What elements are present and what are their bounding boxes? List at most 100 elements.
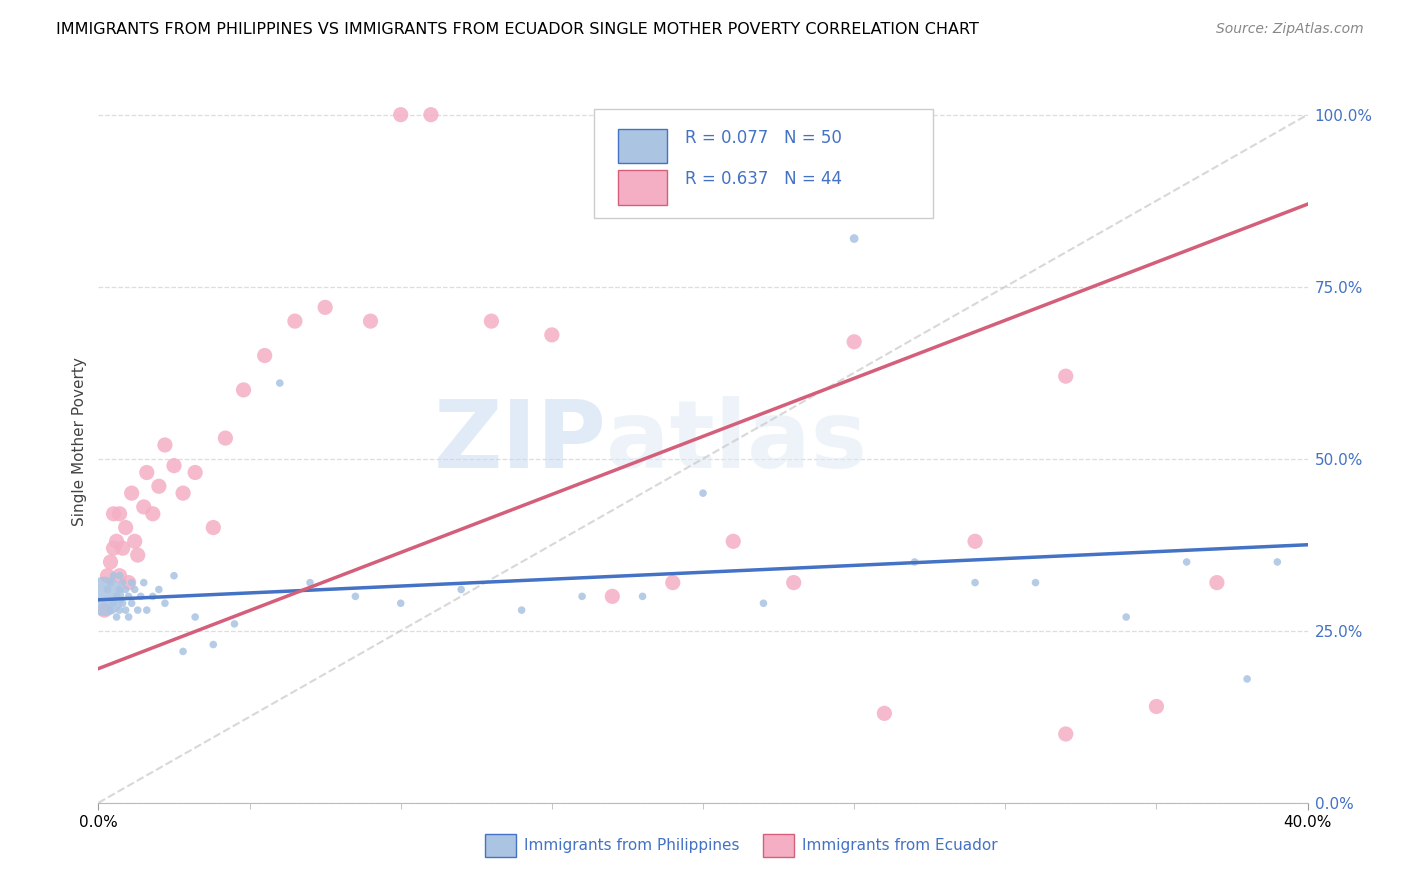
Point bbox=[253, 349, 276, 363]
Point bbox=[904, 555, 927, 569]
Point bbox=[184, 466, 207, 480]
Point bbox=[118, 610, 141, 624]
Point bbox=[108, 568, 131, 582]
Point bbox=[153, 596, 176, 610]
Point bbox=[132, 500, 155, 514]
Point bbox=[389, 596, 412, 610]
Point bbox=[481, 314, 503, 328]
Point bbox=[172, 644, 194, 658]
Point bbox=[873, 706, 896, 721]
Point bbox=[232, 383, 254, 397]
Point bbox=[111, 596, 134, 610]
Point bbox=[540, 327, 562, 342]
Point bbox=[100, 575, 122, 590]
FancyBboxPatch shape bbox=[595, 109, 932, 218]
Point bbox=[127, 548, 149, 562]
Text: Immigrants from Philippines: Immigrants from Philippines bbox=[524, 838, 740, 853]
Point bbox=[103, 596, 125, 610]
Point bbox=[420, 108, 443, 122]
Point bbox=[108, 568, 131, 582]
Point bbox=[121, 575, 143, 590]
Point bbox=[132, 575, 155, 590]
Point bbox=[224, 616, 246, 631]
Point bbox=[1054, 369, 1077, 384]
Point bbox=[389, 108, 412, 122]
Point bbox=[114, 603, 136, 617]
Point bbox=[124, 582, 146, 597]
Point bbox=[510, 603, 533, 617]
Point bbox=[100, 555, 122, 569]
Point bbox=[111, 541, 134, 556]
Point bbox=[1236, 672, 1258, 686]
Point bbox=[127, 603, 149, 617]
Point bbox=[103, 568, 125, 582]
Point bbox=[1115, 610, 1137, 624]
Text: Immigrants from Ecuador: Immigrants from Ecuador bbox=[803, 838, 998, 853]
Point bbox=[965, 534, 987, 549]
Point bbox=[844, 231, 866, 245]
Text: R = 0.637   N = 44: R = 0.637 N = 44 bbox=[685, 169, 842, 188]
Point bbox=[114, 520, 136, 534]
Text: atlas: atlas bbox=[606, 395, 868, 488]
Point bbox=[1267, 555, 1289, 569]
Point bbox=[100, 603, 122, 617]
Point bbox=[142, 507, 165, 521]
Point bbox=[129, 590, 152, 604]
Point bbox=[148, 479, 170, 493]
Point bbox=[121, 596, 143, 610]
Point bbox=[692, 486, 714, 500]
Point bbox=[93, 603, 115, 617]
Point bbox=[135, 603, 157, 617]
Point bbox=[93, 590, 115, 604]
Point bbox=[783, 575, 806, 590]
Point bbox=[118, 575, 141, 590]
FancyBboxPatch shape bbox=[485, 834, 516, 857]
Point bbox=[105, 590, 128, 604]
Point bbox=[121, 486, 143, 500]
Point bbox=[96, 582, 118, 597]
Point bbox=[214, 431, 236, 445]
Text: Source: ZipAtlas.com: Source: ZipAtlas.com bbox=[1216, 22, 1364, 37]
FancyBboxPatch shape bbox=[619, 128, 666, 163]
Point bbox=[103, 541, 125, 556]
Point bbox=[148, 582, 170, 597]
Point bbox=[96, 568, 118, 582]
Point bbox=[118, 590, 141, 604]
Point bbox=[105, 534, 128, 549]
Point bbox=[111, 575, 134, 590]
Point bbox=[163, 568, 186, 582]
Point bbox=[344, 590, 367, 604]
Point bbox=[1206, 575, 1229, 590]
Point bbox=[105, 610, 128, 624]
Point bbox=[299, 575, 322, 590]
Point bbox=[184, 610, 207, 624]
Point bbox=[752, 596, 775, 610]
Point bbox=[1144, 699, 1167, 714]
Point bbox=[314, 301, 336, 315]
Point bbox=[844, 334, 866, 349]
Point bbox=[571, 590, 593, 604]
Point bbox=[602, 590, 624, 604]
FancyBboxPatch shape bbox=[763, 834, 794, 857]
Text: R = 0.077   N = 50: R = 0.077 N = 50 bbox=[685, 128, 842, 146]
Point bbox=[723, 534, 745, 549]
Point bbox=[450, 582, 472, 597]
Point bbox=[103, 507, 125, 521]
FancyBboxPatch shape bbox=[619, 169, 666, 204]
Text: IMMIGRANTS FROM PHILIPPINES VS IMMIGRANTS FROM ECUADOR SINGLE MOTHER POVERTY COR: IMMIGRANTS FROM PHILIPPINES VS IMMIGRANT… bbox=[56, 22, 979, 37]
Point bbox=[965, 575, 987, 590]
Point bbox=[108, 603, 131, 617]
Point bbox=[114, 582, 136, 597]
Point bbox=[269, 376, 291, 390]
Point bbox=[135, 466, 157, 480]
Point bbox=[631, 590, 654, 604]
Point bbox=[108, 582, 131, 597]
Point bbox=[163, 458, 186, 473]
Y-axis label: Single Mother Poverty: Single Mother Poverty bbox=[72, 357, 87, 526]
Point bbox=[284, 314, 307, 328]
Point bbox=[153, 438, 176, 452]
Point bbox=[124, 534, 146, 549]
Text: ZIP: ZIP bbox=[433, 395, 606, 488]
Point bbox=[1024, 575, 1046, 590]
Point bbox=[202, 638, 225, 652]
